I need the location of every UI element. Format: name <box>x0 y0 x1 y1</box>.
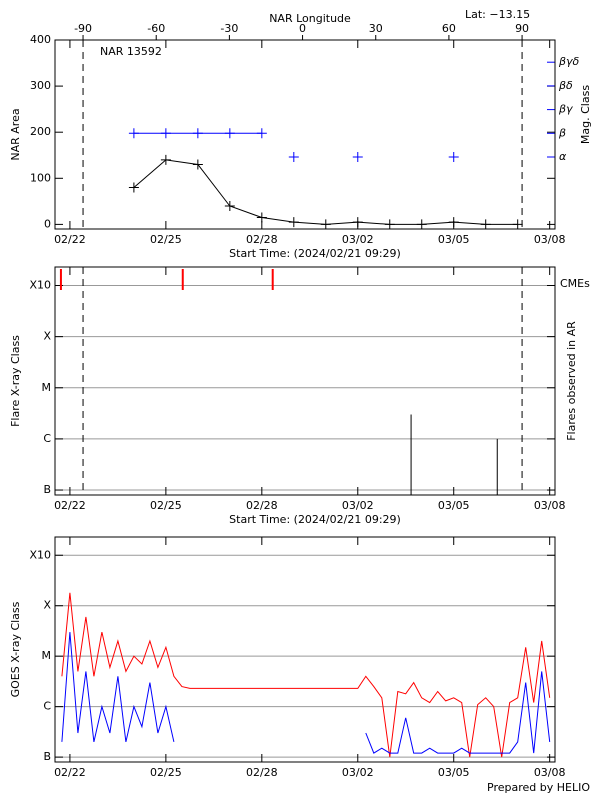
data-line <box>61 632 551 754</box>
x-tick-label: 03/05 <box>438 499 470 512</box>
x-tick-label: 02/28 <box>246 233 278 246</box>
y-tick-label: M <box>42 381 52 394</box>
x-axis-label: Start Time: (2024/02/21 09:29) <box>229 513 401 526</box>
chart-title: NAR 13592 <box>100 45 162 58</box>
x2-tick-label: -30 <box>220 22 238 35</box>
data-point <box>480 219 491 230</box>
y-tick-label: B <box>43 483 51 496</box>
x-tick-label: 03/05 <box>438 766 470 779</box>
y-tick-label: X10 <box>29 548 51 561</box>
data-point <box>256 212 267 223</box>
x-tick-label: 02/22 <box>54 499 86 512</box>
footer: Prepared by HELIO <box>487 781 590 794</box>
data-point <box>288 217 299 228</box>
x2-tick-label: -90 <box>74 22 92 35</box>
x-tick-label: 02/22 <box>54 766 86 779</box>
y2-tick-label: β <box>558 126 566 139</box>
mag-point <box>288 152 299 162</box>
x-axis-label: Start Time: (2024/02/21 09:29) <box>229 247 401 260</box>
data-point <box>416 219 427 230</box>
x-tick-label: 02/25 <box>150 233 182 246</box>
x-tick-label: 03/05 <box>438 233 470 246</box>
y-tick-label: 400 <box>30 33 51 46</box>
data-point <box>160 154 171 165</box>
x2-tick-label: 90 <box>515 22 529 35</box>
y-tick-label: 100 <box>30 171 51 184</box>
plot-frame <box>54 39 556 230</box>
x-tick-label: 03/08 <box>534 766 566 779</box>
mag-point <box>352 152 363 162</box>
plot-frame <box>54 266 556 496</box>
data-point <box>128 182 139 193</box>
data-line <box>61 592 551 758</box>
y-axis-label: NAR Area <box>9 108 22 160</box>
y-tick-label: X <box>43 599 51 612</box>
y-tick-label: 200 <box>30 125 51 138</box>
x-tick-label: 03/02 <box>342 499 374 512</box>
annotation: Lat: −13.15 <box>465 8 530 21</box>
x-tick-label: 03/02 <box>342 766 374 779</box>
x-tick-label: 02/22 <box>54 233 86 246</box>
y2-tick-label: βγδ <box>558 55 580 68</box>
x2-tick-label: 30 <box>369 22 383 35</box>
y2-tick-label: βγ <box>558 103 573 116</box>
x2-tick-label: 60 <box>442 22 456 35</box>
y-axis-label: Flare X-ray Class <box>9 335 22 427</box>
x2-axis-label: NAR Longitude <box>269 12 351 25</box>
y-tick-label: 0 <box>44 217 51 230</box>
x-tick-label: 03/08 <box>534 499 566 512</box>
x-tick-label: 03/08 <box>534 233 566 246</box>
x2-tick-label: -60 <box>147 22 165 35</box>
mag-point <box>448 152 459 162</box>
data-point <box>352 217 363 228</box>
y2-axis-label: Flares observed in AR <box>565 321 578 441</box>
x-tick-label: 02/28 <box>246 499 278 512</box>
y-tick-label: C <box>43 700 51 713</box>
y-axis-label: GOES X-ray Class <box>9 601 22 697</box>
data-point <box>384 219 395 230</box>
data-point <box>512 219 523 230</box>
y2-tick-label: βδ <box>558 79 573 92</box>
y-tick-label: M <box>42 649 52 662</box>
y-tick-label: B <box>43 750 51 763</box>
data-point <box>192 159 203 170</box>
cme-label: CMEs <box>560 277 590 290</box>
x-tick-label: 02/28 <box>246 766 278 779</box>
x-tick-label: 02/25 <box>150 766 182 779</box>
x2-tick-label: 0 <box>299 22 306 35</box>
x-tick-label: 02/25 <box>150 499 182 512</box>
x-tick-label: 03/02 <box>342 233 374 246</box>
y-tick-label: C <box>43 432 51 445</box>
y-tick-label: X <box>43 330 51 343</box>
y-tick-label: X10 <box>29 278 51 291</box>
data-point <box>448 217 459 228</box>
y-tick-label: 300 <box>30 79 51 92</box>
y2-tick-label: α <box>559 150 567 163</box>
y2-axis-label: Mag. Class <box>579 85 592 144</box>
data-point <box>320 219 331 230</box>
plot-frame <box>54 536 556 763</box>
data-point <box>224 200 235 211</box>
